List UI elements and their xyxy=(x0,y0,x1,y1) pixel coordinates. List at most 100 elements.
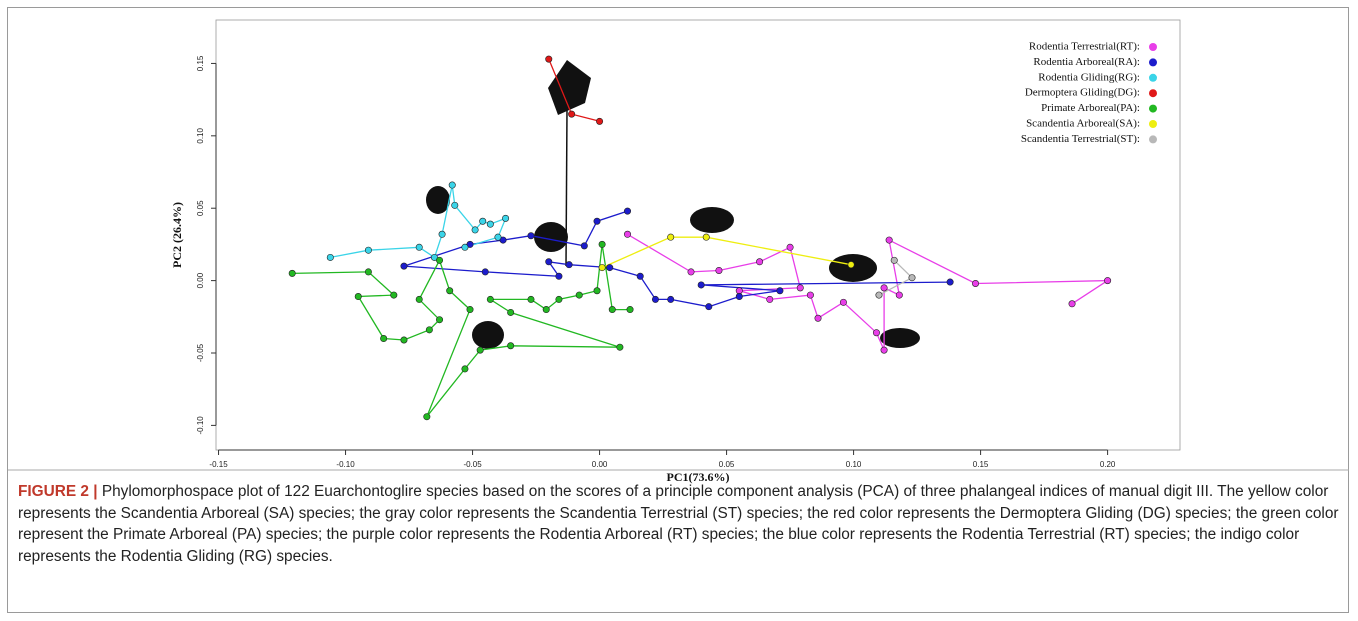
legend-swatch xyxy=(1149,89,1157,98)
species-point xyxy=(1068,300,1076,308)
legend-swatch xyxy=(1149,43,1157,51)
x-tick-label: 0.00 xyxy=(592,460,608,469)
species-point xyxy=(626,306,634,314)
species-point xyxy=(880,346,888,354)
glider-silhouette xyxy=(426,186,450,214)
species-point xyxy=(436,256,444,264)
species-point xyxy=(908,274,916,282)
y-tick-label: -0.10 xyxy=(196,416,205,435)
y-tick-label: 0.00 xyxy=(196,272,205,288)
species-point xyxy=(436,316,444,324)
species-point xyxy=(542,306,550,314)
species-point xyxy=(705,303,713,311)
y-tick-label: 0.05 xyxy=(196,200,205,216)
legend-swatch xyxy=(1149,58,1157,67)
primate-silhouette xyxy=(472,321,504,349)
rat-silhouette xyxy=(880,328,920,348)
species-point xyxy=(875,291,883,299)
species-point xyxy=(890,256,898,264)
species-point xyxy=(624,207,632,215)
species-point xyxy=(568,110,576,118)
species-point xyxy=(451,201,459,209)
species-point xyxy=(814,314,822,322)
species-point xyxy=(575,291,583,299)
species-point xyxy=(481,268,489,276)
species-point xyxy=(494,233,502,241)
x-axis-title: PC1(73.6%) xyxy=(667,470,730,484)
species-point xyxy=(400,336,408,344)
legend-label: Scandentia Arboreal(SA): xyxy=(1026,118,1140,130)
species-point xyxy=(593,217,601,225)
species-point xyxy=(507,308,515,316)
species-point xyxy=(461,365,469,373)
species-point xyxy=(415,243,423,251)
species-point xyxy=(545,258,553,266)
legend-swatch xyxy=(1149,135,1157,144)
species-point xyxy=(697,281,705,289)
species-point xyxy=(667,233,675,241)
species-point xyxy=(839,298,847,306)
species-point xyxy=(507,342,515,350)
species-point xyxy=(606,264,614,272)
colugo-silhouette xyxy=(548,60,591,115)
species-point xyxy=(400,262,408,270)
species-point xyxy=(885,236,893,244)
species-point xyxy=(486,220,494,228)
legend-label: Dermoptera Gliding(DG): xyxy=(1025,87,1140,99)
species-point xyxy=(476,346,484,354)
species-point xyxy=(479,217,487,225)
species-point xyxy=(636,272,644,280)
figure-caption: FIGURE 2 | Phylomorphospace plot of 122 … xyxy=(18,481,1346,567)
species-point xyxy=(448,181,456,189)
species-point xyxy=(616,343,624,351)
species-point xyxy=(598,264,606,272)
species-point xyxy=(946,278,954,286)
x-tick-label: -0.10 xyxy=(336,460,355,469)
species-point xyxy=(502,214,510,222)
species-point xyxy=(667,295,675,303)
y-axis-title: PC2 (26.4%) xyxy=(170,202,184,268)
species-point xyxy=(598,240,606,248)
legend-label: Rodentia Gliding(RG): xyxy=(1038,71,1140,83)
species-point xyxy=(380,335,388,343)
tree-branch xyxy=(403,210,951,308)
x-tick-label: -0.15 xyxy=(209,460,228,469)
x-tick-label: 0.10 xyxy=(846,460,862,469)
species-point xyxy=(895,291,903,299)
species-point xyxy=(735,287,743,295)
species-point xyxy=(415,295,423,303)
species-point xyxy=(555,272,563,280)
squirrel-silhouette xyxy=(534,222,568,252)
species-point xyxy=(288,269,296,277)
species-point xyxy=(364,246,372,254)
x-tick-label: 0.05 xyxy=(719,460,735,469)
species-point xyxy=(446,287,454,295)
legend-label: Rodentia Arboreal(RA): xyxy=(1033,56,1140,68)
legend-swatch xyxy=(1149,104,1157,113)
species-point xyxy=(354,293,362,301)
species-point xyxy=(796,284,804,292)
species-point xyxy=(425,326,433,334)
species-point xyxy=(565,261,573,269)
legend-label: Primate Arboreal(PA): xyxy=(1041,102,1140,114)
species-point xyxy=(806,291,814,299)
species-point xyxy=(486,295,494,303)
caption-text: Phylomorphospace plot of 122 Euarchontog… xyxy=(18,483,1339,565)
species-point xyxy=(471,226,479,234)
species-point xyxy=(593,287,601,295)
species-point xyxy=(756,258,764,266)
tree-branch xyxy=(601,236,852,269)
species-point xyxy=(527,295,535,303)
y-tick-label: 0.15 xyxy=(196,55,205,71)
silhouettes xyxy=(426,60,920,349)
treeshrew-silhouette xyxy=(690,207,734,233)
species-point xyxy=(545,55,553,63)
species-point xyxy=(786,243,794,251)
y-tick-label: 0.10 xyxy=(196,127,205,143)
species-point xyxy=(651,295,659,303)
species-point xyxy=(847,261,855,269)
species-point xyxy=(461,243,469,251)
species-point xyxy=(466,306,474,314)
